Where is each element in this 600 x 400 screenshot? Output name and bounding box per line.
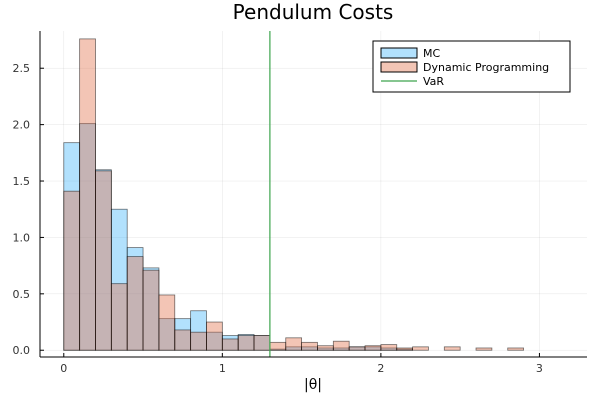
bar-dynamic-programming (364, 345, 382, 351)
legend-label-mc: MC (423, 47, 440, 60)
bar-dynamic-programming (253, 335, 271, 351)
bar-dynamic-programming (158, 294, 176, 351)
x-tick-label: 2 (377, 362, 384, 375)
axes-layer (39, 31, 587, 358)
bar-dynamic-programming (174, 329, 192, 351)
bar-dynamic-programming (110, 283, 128, 351)
bar-dynamic-programming (317, 345, 334, 351)
y-tick-label: 1.0 (13, 231, 31, 244)
x-tick-label: 3 (536, 362, 543, 375)
legend-label-var: VaR (423, 75, 444, 88)
bar-dynamic-programming (126, 256, 144, 351)
bar-dynamic-programming (475, 347, 493, 351)
bar-dynamic-programming (285, 337, 303, 351)
bar-dynamic-programming (412, 346, 429, 351)
legend-swatch-dynamic-programming (380, 61, 418, 73)
bar-dynamic-programming (443, 346, 461, 351)
y-tick-label: 1.5 (13, 175, 31, 188)
bar-dynamic-programming (63, 190, 81, 351)
y-tick-label: 0.0 (13, 344, 31, 357)
y-tick-label: 2.0 (13, 119, 31, 132)
y-tick-label: 2.5 (13, 62, 31, 75)
bar-dynamic-programming (396, 347, 413, 351)
bar-dynamic-programming (142, 269, 160, 351)
x-tick-label: 1 (219, 362, 226, 375)
legend-label-dynamic-programming: Dynamic Programming (423, 61, 549, 74)
y-tick-label: 0.5 (13, 288, 31, 301)
bar-dynamic-programming (301, 341, 318, 351)
bar-dynamic-programming (348, 346, 366, 351)
bar-dynamic-programming (221, 338, 239, 351)
bar-dynamic-programming (206, 321, 223, 351)
bar-dynamic-programming (95, 170, 112, 351)
bar-dynamic-programming (269, 341, 287, 351)
x-axis-label: |θ| (304, 377, 322, 393)
legend: MC Dynamic Programming VaR (372, 40, 571, 93)
bar-dynamic-programming (237, 335, 255, 351)
legend-box (372, 40, 571, 93)
bar-dynamic-programming (190, 331, 207, 351)
bar-dynamic-programming (507, 347, 524, 351)
ticks-layer: 0 1 2 3 0.0 0.5 1.0 1.5 2.0 2.5 (13, 62, 543, 375)
x-tick-label: 0 (60, 362, 67, 375)
bar-dynamic-programming (79, 38, 96, 351)
bar-dynamic-programming (380, 344, 398, 351)
bars-layer (63, 38, 524, 351)
chart-title: Pendulum Costs (233, 0, 394, 24)
legend-swatch-mc (380, 47, 418, 59)
bar-dynamic-programming (332, 340, 350, 351)
